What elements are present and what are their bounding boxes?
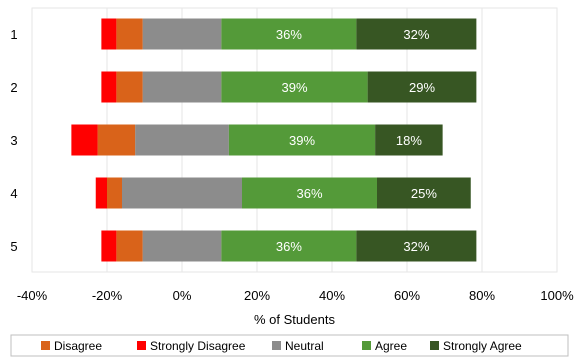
bar-neutral [142,18,222,50]
data-label: 18% [396,133,422,148]
bar-neutral [122,177,242,209]
bar-strongly-disagree [101,18,117,50]
bar-neutral [135,124,229,156]
y-tick-label: 3 [10,133,17,148]
plot-border [31,7,558,273]
bar-strongly-agree [375,124,443,156]
bar-neutral [142,230,222,262]
legend-swatch [137,341,146,350]
legend-swatch [362,341,371,350]
y-tick-label: 1 [10,27,17,42]
data-label: 36% [296,186,322,201]
data-label: 32% [403,27,429,42]
bar-agree [221,18,357,50]
bar-disagree [97,124,136,156]
y-tick-label: 4 [10,186,17,201]
legend: Disagree Strongly Disagree Neutral Agree Str… [10,334,569,357]
bar-disagree [116,71,143,103]
x-tick-label: 80% [469,288,495,303]
bar-neutral [142,71,222,103]
legend-label: Strongly Disagree [150,339,246,353]
legend-swatch [272,341,281,350]
legend-swatch [430,341,439,350]
bar-agree [221,71,368,103]
bar-strongly-disagree [101,71,117,103]
y-axis-tick-labels: 1 2 3 4 5 [10,27,17,254]
legend-label: Neutral [285,339,324,353]
bar-strongly-agree [367,71,477,103]
x-tick-label: 60% [394,288,420,303]
legend-swatch [41,341,50,350]
bar-agree [242,177,377,209]
bar-strongly-agree [377,177,471,209]
data-label: 36% [276,239,302,254]
data-label: 36% [276,27,302,42]
bar-agree [221,230,357,262]
y-tick-label: 2 [10,80,17,95]
legend-label: Strongly Agree [443,339,522,353]
bar-disagree [107,177,122,209]
bar-strongly-disagree [101,230,117,262]
bar-disagree [116,230,143,262]
x-tick-label: -40% [17,288,48,303]
x-tick-label: -20% [92,288,123,303]
bar-strongly-agree [356,230,477,262]
bar-strongly-agree [356,18,477,50]
data-label: 39% [281,80,307,95]
x-tick-label: 20% [244,288,270,303]
bar-strongly-disagree [71,124,98,156]
x-tick-label: 0% [173,288,192,303]
x-axis-tick-labels: -40% -20% 0% 20% 40% 60% 80% 100% [17,288,574,303]
legend-label: Disagree [54,339,102,353]
x-axis-title: % of Students [254,312,335,327]
data-label: 32% [403,239,429,254]
legend-label: Agree [375,339,407,353]
bar-agree [228,124,376,156]
y-tick-label: 5 [10,239,17,254]
x-tick-label: 40% [319,288,345,303]
data-label: 29% [409,80,435,95]
legend-box [10,334,569,357]
data-label: 25% [411,186,437,201]
bars: 36% 32% 39% 29% 39% 18% 36% 25% 36% 32% [71,18,477,262]
bar-disagree [116,18,143,50]
data-label: 39% [289,133,315,148]
bar-strongly-disagree [95,177,107,209]
x-tick-label: 100% [540,288,574,303]
